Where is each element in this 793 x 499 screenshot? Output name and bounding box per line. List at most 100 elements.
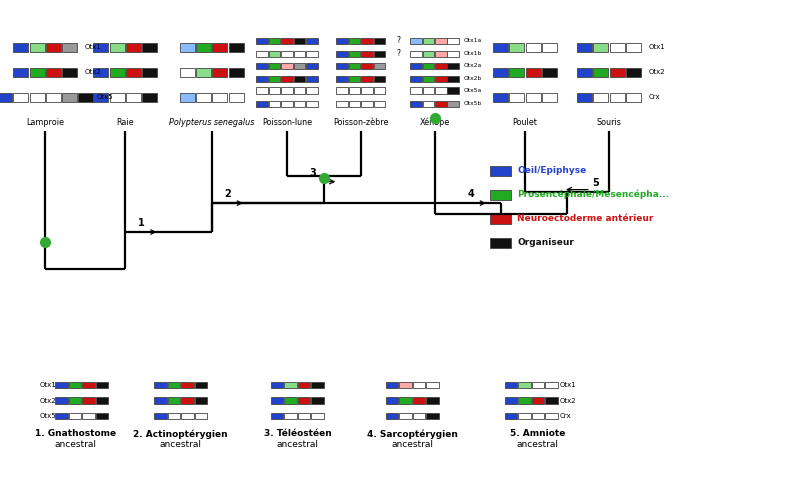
Bar [282, 87, 293, 94]
Bar [82, 413, 94, 419]
Bar [96, 397, 108, 404]
Bar [610, 68, 625, 77]
Bar [493, 93, 508, 101]
Text: Poisson-zèbre: Poisson-zèbre [333, 118, 389, 127]
Bar [213, 68, 228, 77]
Bar [312, 397, 324, 404]
Bar [69, 397, 81, 404]
Bar [213, 93, 228, 101]
Bar [142, 43, 157, 51]
Bar [400, 382, 412, 388]
Bar [542, 93, 557, 101]
Text: Otx1a: Otx1a [464, 38, 482, 43]
Bar [126, 68, 141, 77]
Bar [610, 43, 625, 51]
Bar [626, 43, 641, 51]
Text: Otx2b: Otx2b [464, 76, 482, 81]
Text: 3: 3 [309, 168, 316, 178]
Bar [109, 68, 125, 77]
Bar [228, 93, 243, 101]
Bar [336, 76, 348, 82]
Bar [269, 62, 281, 69]
Bar [79, 93, 94, 101]
Text: Otx5b: Otx5b [464, 101, 482, 106]
Bar [386, 413, 398, 419]
Bar [82, 382, 94, 388]
Bar [505, 413, 517, 419]
Text: Otx1: Otx1 [40, 382, 56, 388]
Bar [271, 382, 283, 388]
Bar [293, 51, 305, 57]
Bar [349, 51, 360, 57]
Bar [282, 37, 293, 44]
Text: Otx5: Otx5 [40, 413, 56, 419]
Bar [519, 397, 531, 404]
Bar [180, 68, 195, 77]
Bar [94, 68, 109, 77]
Text: 1. Gnathostome: 1. Gnathostome [35, 429, 116, 438]
Text: Prosencéphale/Mésencépha...: Prosencéphale/Mésencépha... [517, 190, 669, 200]
Bar [546, 382, 557, 388]
Bar [126, 93, 141, 101]
Bar [386, 397, 398, 404]
Text: Otx2: Otx2 [649, 69, 665, 75]
Bar [285, 397, 297, 404]
Text: Otx5a: Otx5a [464, 88, 482, 93]
Text: Otx2: Otx2 [40, 398, 56, 404]
Bar [413, 397, 425, 404]
Bar [435, 62, 446, 69]
Text: Organiseur: Organiseur [517, 238, 574, 247]
Bar [410, 37, 422, 44]
Bar [195, 382, 207, 388]
Text: ancestral: ancestral [392, 440, 433, 449]
Bar [435, 87, 446, 94]
Bar [155, 397, 167, 404]
Text: Otx2: Otx2 [560, 398, 577, 404]
Bar [13, 93, 29, 101]
Bar [256, 37, 268, 44]
Text: ancestral: ancestral [277, 440, 318, 449]
Bar [94, 43, 109, 51]
Text: Otx2: Otx2 [85, 69, 102, 75]
Bar [626, 93, 641, 101]
Bar [577, 68, 592, 77]
Bar [447, 51, 459, 57]
Bar [423, 62, 434, 69]
Bar [447, 37, 459, 44]
Bar [312, 413, 324, 419]
Bar [298, 397, 310, 404]
Bar [293, 76, 305, 82]
Bar [400, 413, 412, 419]
Bar [532, 413, 544, 419]
Text: Crx: Crx [560, 413, 572, 419]
Text: Oeil/Epiphyse: Oeil/Epiphyse [517, 166, 586, 175]
Bar [56, 413, 67, 419]
Bar [256, 62, 268, 69]
Text: Otx1: Otx1 [85, 44, 102, 50]
Bar [46, 93, 61, 101]
Text: Otx2a: Otx2a [464, 63, 482, 68]
Bar [435, 37, 446, 44]
Bar [423, 76, 434, 82]
Bar [306, 37, 318, 44]
Bar [306, 51, 318, 57]
Bar [546, 413, 557, 419]
Bar [293, 87, 305, 94]
Bar [577, 93, 592, 101]
Bar [298, 382, 310, 388]
Bar [493, 43, 508, 51]
Bar [62, 68, 77, 77]
Bar [256, 51, 268, 57]
Bar [435, 101, 446, 107]
Bar [69, 413, 81, 419]
Bar [213, 43, 228, 51]
Text: Poulet: Poulet [512, 118, 538, 127]
Bar [228, 68, 243, 77]
Bar [13, 43, 29, 51]
Text: ancestral: ancestral [55, 440, 96, 449]
Bar [269, 37, 281, 44]
Bar [155, 382, 167, 388]
Bar [532, 397, 544, 404]
Bar [519, 382, 531, 388]
Bar [349, 62, 360, 69]
